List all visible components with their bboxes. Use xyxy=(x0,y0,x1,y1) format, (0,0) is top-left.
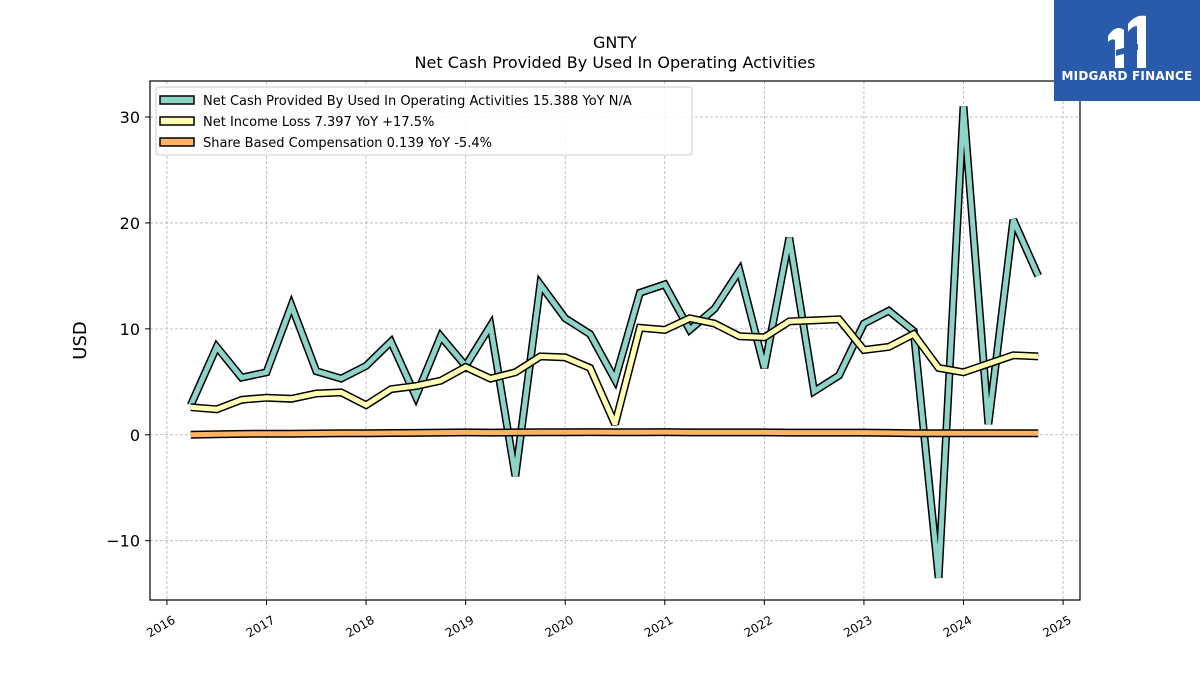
series-line xyxy=(188,106,1041,579)
logo-mark-icon xyxy=(1108,15,1146,68)
y-tick-label: 20 xyxy=(120,214,140,233)
y-tick-label: 10 xyxy=(120,320,140,339)
legend-label: Share Based Compensation 0.139 YoY -5.4% xyxy=(203,136,492,151)
x-tick-label: 2021 xyxy=(642,613,675,640)
y-axis-label: USD xyxy=(70,321,91,359)
brand-logo: MIDGARD FINANCE xyxy=(1054,0,1200,101)
legend-swatch xyxy=(159,95,195,105)
legend-label: Net Cash Provided By Used In Operating A… xyxy=(203,94,632,109)
y-tick-label: −10 xyxy=(106,532,140,551)
legend-swatch xyxy=(159,137,195,147)
logo-text: MIDGARD FINANCE xyxy=(1061,69,1193,83)
legend-label: Net Income Loss 7.397 YoY +17.5% xyxy=(203,115,434,130)
series-group xyxy=(187,106,1042,579)
series-line xyxy=(190,429,1039,438)
x-tick-label: 2022 xyxy=(742,613,775,640)
x-tick-label: 2023 xyxy=(841,613,874,640)
x-tick-label: 2018 xyxy=(343,613,376,640)
y-tick-label: 30 xyxy=(120,108,140,127)
plot-frame xyxy=(149,80,1081,601)
chart-subtitle: Net Cash Provided By Used In Operating A… xyxy=(415,53,816,72)
chart-title: GNTY xyxy=(593,33,637,52)
legend-box xyxy=(155,86,693,156)
x-tick-label: 2020 xyxy=(542,613,575,640)
x-tick-label: 2019 xyxy=(443,613,476,640)
legend: Net Cash Provided By Used In Operating A… xyxy=(155,86,693,156)
x-tick-label: 2017 xyxy=(244,613,277,640)
x-tick-label: 2016 xyxy=(144,613,177,640)
x-tick-label: 2025 xyxy=(1040,613,1073,640)
series-line xyxy=(190,315,1039,426)
series-line-outline xyxy=(187,106,1042,579)
x-tick-label: 2024 xyxy=(941,613,974,640)
y-tick-label: 0 xyxy=(130,426,140,445)
legend-swatch xyxy=(159,116,195,126)
